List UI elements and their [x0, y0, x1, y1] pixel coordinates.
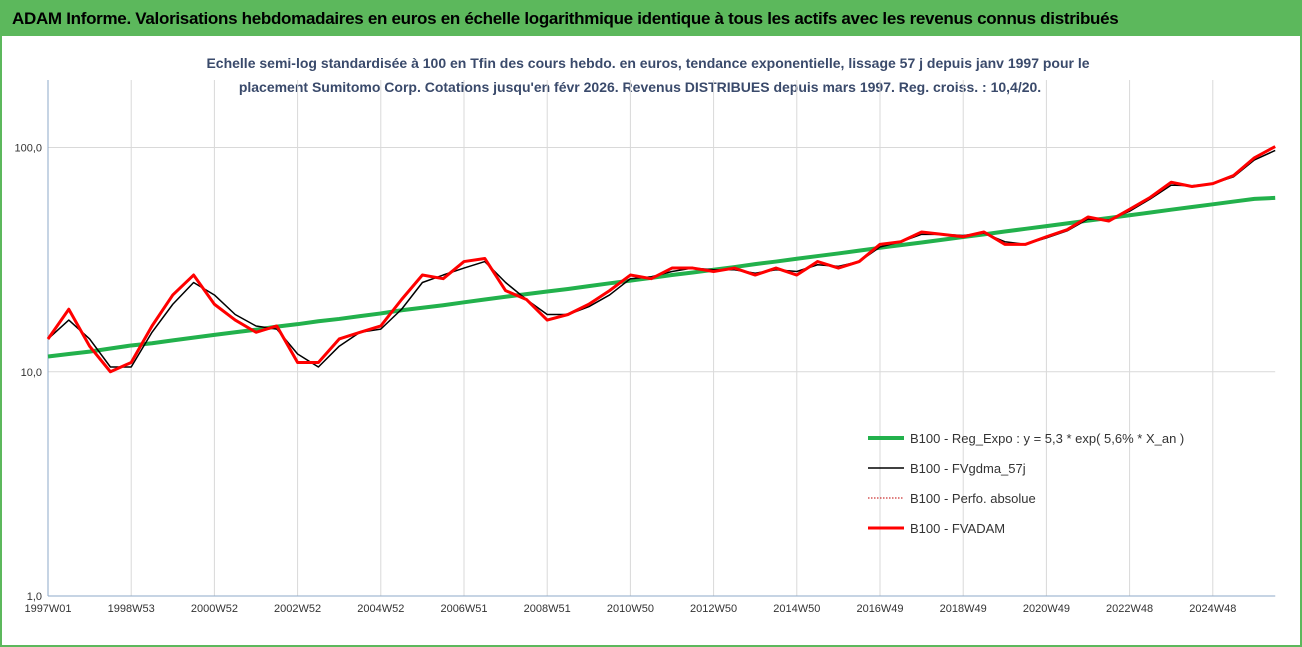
- series-line: [47, 195, 1276, 359]
- legend-label: B100 - Perfo. absolue: [910, 491, 1036, 506]
- x-tick-label: 2012W50: [690, 603, 737, 615]
- y-tick-label: 10,0: [21, 367, 42, 379]
- x-tick-label: 1998W53: [108, 603, 155, 615]
- y-tick-label: 1,0: [27, 591, 42, 603]
- legend-label: B100 - FVADAM: [910, 521, 1005, 536]
- x-tick-label: 2000W52: [191, 603, 238, 615]
- x-tick-label: 2004W52: [357, 603, 404, 615]
- x-tick-label: 2010W50: [607, 603, 654, 615]
- subtitle: placement Sumitomo Corp. Cotations jusqu…: [239, 79, 1041, 95]
- x-tick-label: 2008W51: [524, 603, 571, 615]
- series-line: [46, 145, 1276, 374]
- x-tick-label: 2006W51: [440, 603, 487, 615]
- series-line: [47, 146, 1276, 373]
- legend-label: B100 - Reg_Expo : y = 5,3 * exp( 5,6% * …: [910, 431, 1184, 446]
- page-title: ADAM Informe. Valorisations hebdomadaire…: [2, 2, 1300, 36]
- x-tick-label: 2002W52: [274, 603, 321, 615]
- legend-label: B100 - FVgdma_57j: [910, 461, 1026, 476]
- subtitle: Echelle semi-log standardisée à 100 en T…: [206, 55, 1089, 71]
- y-tick-label: 100,0: [14, 143, 42, 155]
- x-tick-label: 2018W49: [940, 603, 987, 615]
- x-tick-label: 1997W01: [24, 603, 71, 615]
- x-tick-label: 2020W49: [1023, 603, 1070, 615]
- x-tick-label: 2024W48: [1189, 603, 1236, 615]
- x-tick-label: 2014W50: [773, 603, 820, 615]
- x-tick-label: 2022W48: [1106, 603, 1153, 615]
- x-tick-label: 2016W49: [856, 603, 903, 615]
